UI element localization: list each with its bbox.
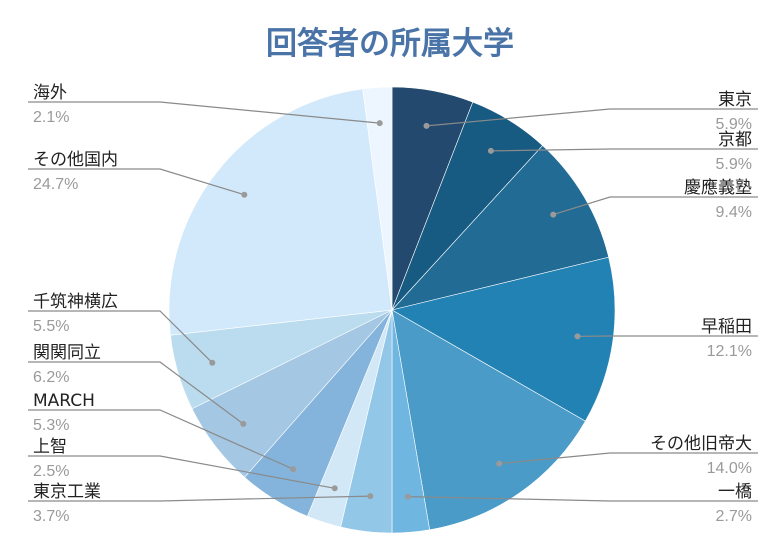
leader-dot: [404, 493, 411, 500]
slice-label: 東京工業: [33, 482, 101, 502]
pie-slice: [168, 88, 393, 336]
slice-label: 慶應義塾: [684, 177, 752, 198]
slice-label: 早稲田: [701, 317, 752, 337]
leader-dot: [367, 493, 374, 500]
leader-dot: [209, 359, 216, 366]
leader-line: [28, 168, 245, 196]
leader-line: [553, 196, 758, 216]
leader-dot: [550, 211, 557, 218]
leader-dot: [241, 191, 248, 198]
leader-line: [28, 455, 335, 489]
leader-dot: [240, 420, 247, 427]
slice-label: MARCH: [33, 391, 95, 411]
pie-slice: [391, 309, 586, 531]
leader-line: [28, 495, 371, 502]
slice-label: その他旧帝大: [650, 434, 752, 454]
slice-label: 海外: [33, 83, 67, 103]
pie-slice: [391, 256, 616, 422]
slice-percentage: 5.3%: [33, 417, 69, 434]
slice-label: 東京: [718, 90, 752, 110]
slice-percentage: 6.2%: [33, 369, 69, 386]
leader-line: [407, 496, 758, 502]
slice-percentage: 2.5%: [33, 463, 69, 480]
slice-percentage: 5.5%: [33, 318, 69, 335]
slice-percentage: 5.9%: [716, 116, 752, 133]
leader-line: [28, 310, 213, 364]
slice-percentage: 9.4%: [716, 204, 752, 221]
leader-line: [28, 101, 380, 124]
leader-dot: [574, 333, 581, 340]
slice-label: 京都: [718, 130, 752, 150]
leader-line: [28, 361, 244, 425]
pie-slices: [168, 86, 616, 534]
slice-percentage: 5.9%: [716, 156, 752, 173]
slice-percentage: 2.1%: [33, 109, 69, 126]
leader-dot: [496, 460, 503, 467]
slice-label: 上智: [33, 437, 67, 457]
leader-dot: [290, 466, 297, 473]
leader-lines: [28, 101, 758, 502]
leader-line: [490, 148, 758, 152]
leader-dot: [487, 147, 494, 154]
leader-dot: [423, 122, 430, 129]
slice-label: 関関同立: [33, 343, 101, 363]
slice-percentage: 24.7%: [33, 176, 78, 193]
slice-percentage: 2.7%: [716, 508, 752, 525]
chart-title: 回答者の所属大学: [266, 26, 514, 62]
leader-dot: [376, 120, 383, 127]
leader-dot: [331, 485, 338, 492]
slice-label: その他国内: [33, 150, 118, 170]
slice-label: 千筑神横広: [33, 292, 118, 312]
slice-percentage: 3.7%: [33, 508, 69, 525]
leader-line: [499, 452, 758, 465]
leader-line: [28, 409, 294, 470]
leader-line: [426, 108, 758, 127]
slice-percentage: 12.1%: [707, 343, 752, 360]
slice-percentage: 14.0%: [707, 460, 752, 477]
slice-label: 一橋: [718, 482, 752, 502]
pie-slice: [362, 86, 393, 311]
slice-labels: 東京5.9%京都5.9%慶應義塾9.4%早稲田12.1%その他旧帝大14.0%一…: [33, 83, 752, 525]
